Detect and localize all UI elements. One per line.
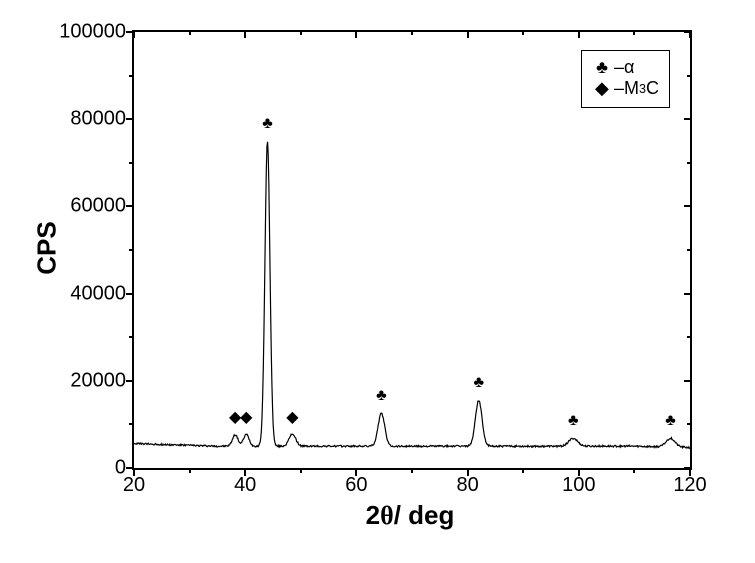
plot-area: ♣–α◆–M3C 0200004000060000800001000002040… <box>132 30 692 470</box>
legend-symbol: ◆ <box>592 78 612 99</box>
y-axis-label: CPS <box>32 221 63 274</box>
y-tick-label: 60000 <box>70 195 134 218</box>
legend-item: ◆–M3C <box>592 78 659 99</box>
y-tick-label: 20000 <box>70 369 134 392</box>
x-axis-label: 2θ/ deg <box>366 500 455 531</box>
y-tick-label: 80000 <box>70 108 134 131</box>
xrd-chart: ♣–α◆–M3C 0200004000060000800001000002040… <box>0 0 755 563</box>
legend-box: ♣–α◆–M3C <box>581 50 670 108</box>
diamond-marker: ◆ <box>240 407 252 427</box>
legend-item: ♣–α <box>592 57 659 78</box>
club-marker: ♣ <box>568 412 579 430</box>
club-marker: ♣ <box>665 412 676 430</box>
diamond-marker: ◆ <box>286 407 298 427</box>
legend-symbol: ♣ <box>592 57 612 78</box>
y-tick-label: 100000 <box>59 21 134 44</box>
club-marker: ♣ <box>262 115 273 133</box>
club-marker: ♣ <box>376 387 387 405</box>
club-marker: ♣ <box>473 374 484 392</box>
y-tick-label: 40000 <box>70 282 134 305</box>
